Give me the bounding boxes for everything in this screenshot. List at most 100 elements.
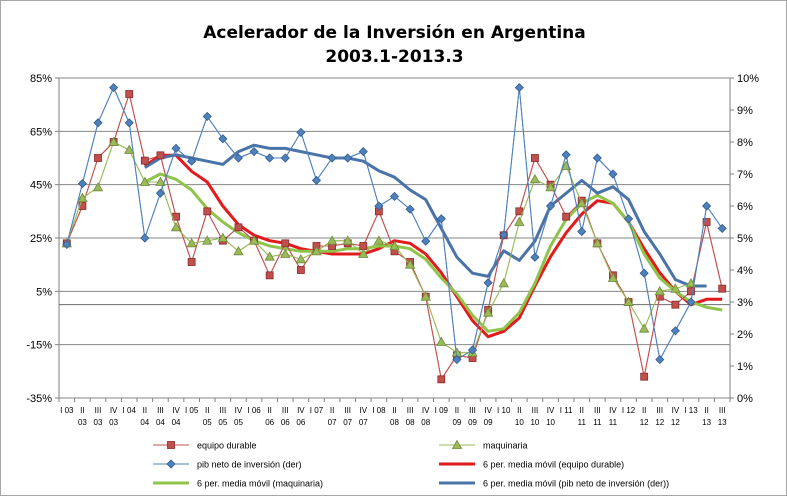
data-point-diamond [452,355,462,365]
data-point-triangle [170,222,182,232]
data-point-diamond [421,236,431,246]
x-axis-quarter-label: III [594,406,601,415]
data-point-triangle [451,439,463,449]
right-axis-tick-label: 7% [737,169,753,181]
x-axis-year-label: 09 [468,418,477,427]
right-axis-tick-label: 6% [737,201,753,213]
x-axis-quarter-label: II [80,406,84,415]
legend-label: 6 per. media móvil (maquinaria) [197,479,323,489]
data-point-diamond [124,118,134,128]
right-axis-tick-label: 1% [737,361,753,373]
data-point-diamond [93,118,103,128]
x-axis-year-label: 08 [406,418,415,427]
x-axis-quarter-label: III [344,406,351,415]
x-axis-year-label: 05 [218,418,227,427]
data-point-square [562,212,571,221]
legend-label: pib neto de inversión (der) [197,460,302,470]
x-axis-quarter-label: III [282,406,289,415]
x-axis-quarter-label: III [532,406,539,415]
data-point-diamond [311,175,322,185]
data-point-square [718,284,727,293]
data-point-square [437,375,446,384]
data-point-diamond [202,111,212,121]
x-axis-quarter-label: II [143,406,147,415]
left-axis-tick-label: 45% [30,180,52,192]
data-point-diamond [483,278,493,288]
data-point-triangle [248,235,260,245]
data-point-diamond [233,153,244,163]
x-axis-quarter-label: I 09 [435,406,449,415]
data-point-square [640,372,649,381]
x-axis-year-label: 08 [390,418,399,427]
data-point-triangle [389,240,400,250]
data-point-triangle [498,278,509,288]
right-axis-tick-label: 2% [737,329,753,341]
x-axis-quarter-label: II [580,406,584,415]
data-point-triangle [545,182,556,192]
data-point-diamond [109,83,119,93]
data-point-diamond [280,153,290,163]
data-point-triangle [202,235,213,245]
data-point-diamond [670,326,680,336]
data-point-diamond [171,143,181,153]
data-point-triangle [139,176,151,186]
x-axis-quarter-label: IV [547,406,555,415]
data-point-diamond [374,201,384,211]
x-axis-quarter-label: I 08 [372,406,386,415]
x-axis-year-label: 10 [546,418,555,427]
x-axis-quarter-label: III [469,406,476,415]
x-axis-quarter-label: III [220,406,227,415]
x-axis-year-label: 12 [671,418,680,427]
data-point-triangle [358,248,369,258]
x-axis-year-label: 04 [156,418,165,427]
x-axis-quarter-label: IV [422,406,430,415]
data-point-square [702,218,711,226]
data-point-square [671,300,680,309]
x-axis-quarter-label: IV [360,406,368,415]
data-point-triangle [217,232,229,242]
x-axis-year-label: 10 [515,418,524,427]
data-point-diamond [249,147,259,157]
data-point-triangle [326,235,338,245]
left-axis-tick-label: 25% [30,233,52,245]
data-point-diamond [327,153,337,163]
series-line [66,87,723,361]
data-point-diamond [358,147,368,157]
legend-label: 6 per. media móvil (pib neto de inversió… [483,479,669,489]
data-point-diamond [467,345,478,355]
data-point-triangle [670,283,681,293]
x-axis-quarter-label: IV [110,406,118,415]
x-axis-quarter-label: I 05 [185,406,199,415]
x-axis-year-label: 07 [359,418,368,427]
data-point-triangle [420,291,431,301]
x-axis-year-label: 05 [203,418,212,427]
x-axis-quarter-label: IV [672,406,680,415]
x-axis-quarter-label: I 07 [310,406,324,415]
data-point-diamond [436,214,446,224]
data-point-square [203,207,212,216]
x-axis-quarter-label: II [642,406,646,415]
data-point-triangle [654,286,665,296]
x-axis-quarter-label: I 04 [123,406,137,415]
x-axis-quarter-label: II [517,406,521,415]
data-point-triangle [482,307,494,317]
data-point-diamond [592,153,602,163]
x-axis-year-label: 11 [609,418,618,427]
data-point-triangle [373,235,385,245]
data-point-triangle [342,235,353,245]
data-point-square [281,239,290,248]
series-line [144,143,707,288]
data-point-triangle [623,296,634,306]
data-point-triangle [576,198,587,208]
data-point-diamond [218,134,228,144]
x-axis-quarter-label: II [205,406,209,415]
data-point-square [359,242,368,250]
data-point-triangle [514,216,525,226]
data-point-diamond [717,223,727,233]
x-axis-year-label: 03 [109,418,118,427]
chart-subtitle: 2003.1-2013.3 [325,47,464,67]
data-point-triangle [404,259,416,269]
x-axis-year-label: 07 [328,418,337,427]
x-axis-year-label: 06 [281,418,290,427]
